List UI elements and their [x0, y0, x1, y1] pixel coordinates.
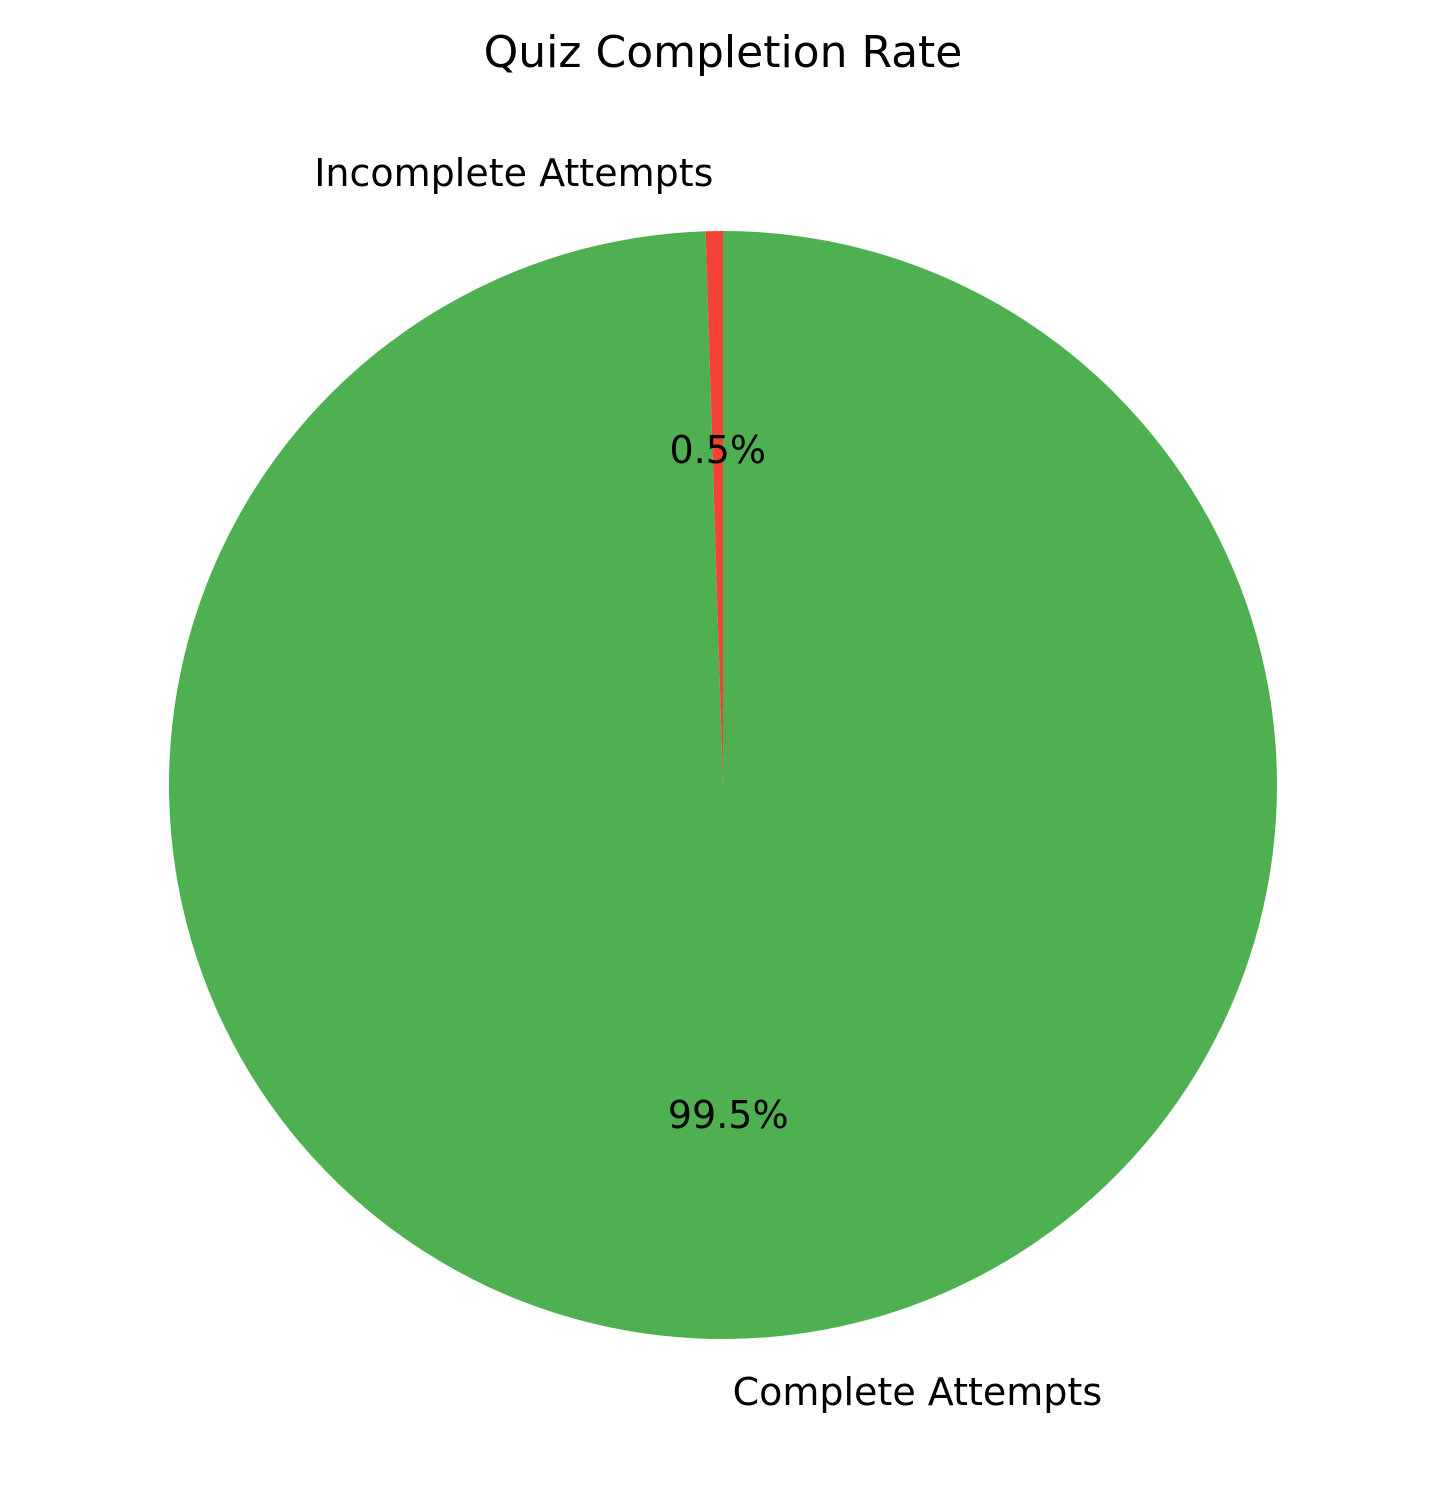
chart-title: Quiz Completion Rate	[484, 27, 963, 78]
pie-labels: Complete Attempts 99.5% Incomplete Attempt…	[314, 151, 1102, 1414]
pie-slice-incomplete-attempts	[705, 231, 723, 785]
slice-percent-incomplete-attempts: 0.5%	[670, 428, 767, 472]
slice-label-complete-attempts: Complete Attempts	[733, 1370, 1103, 1414]
pie-slices	[168, 231, 1277, 1340]
slice-percent-complete-attempts: 99.5%	[668, 1093, 789, 1137]
slice-label-incomplete-attempts: Incomplete Attempts	[314, 151, 713, 195]
pie-slice-complete-attempts	[168, 231, 1277, 1340]
